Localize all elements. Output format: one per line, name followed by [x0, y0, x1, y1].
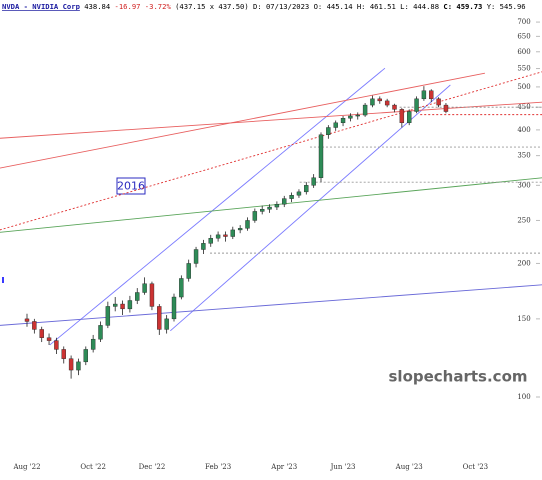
candle-body: [362, 104, 368, 116]
candle-body: [179, 278, 184, 298]
quote: (437.15 x 437.50) D: 07/13/2023 O: 445.1…: [175, 2, 439, 11]
candle-body: [304, 185, 309, 193]
candle-body: [120, 303, 125, 310]
y-tick-label: 200: [517, 259, 530, 267]
y-tick-label: 550: [517, 65, 530, 73]
candle-body: [267, 206, 272, 210]
candle-body: [237, 228, 243, 231]
y-tick-label: 600: [517, 48, 530, 56]
header: NVDA - NVIDIA Corp 438.84 -16.97 -3.72% …: [2, 2, 526, 11]
candle-body: [215, 234, 221, 239]
candle-body: [46, 337, 52, 341]
candle-body: [289, 195, 294, 199]
extra: Y: 545.96: [487, 2, 526, 11]
candle-body: [296, 191, 302, 196]
y-tick-label: 500: [517, 83, 530, 91]
candle-body: [282, 198, 287, 205]
candle-body: [348, 115, 353, 119]
candle-body: [32, 321, 37, 330]
candle-body: [355, 114, 360, 117]
symbol: NVDA - NVIDIA Corp: [2, 2, 81, 11]
trend-line: [0, 101, 542, 139]
x-tick-label: Oct '23: [463, 463, 489, 471]
candle-body: [208, 237, 213, 244]
candle-body: [90, 338, 96, 350]
candle-body: [436, 98, 441, 106]
y-tick-label: 650: [517, 32, 530, 40]
candle-body: [24, 318, 30, 322]
candle-body: [230, 229, 236, 237]
candle-body: [429, 90, 434, 100]
candle-body: [142, 283, 147, 293]
candle-body: [193, 249, 199, 264]
candle-body: [105, 306, 111, 326]
candle-body: [340, 118, 346, 124]
x-tick-label: Aug '22: [12, 463, 40, 471]
trend-line: [0, 284, 542, 326]
trend-line: [49, 67, 386, 346]
candle-body: [252, 211, 258, 221]
candle-body: [384, 100, 390, 106]
candle-body: [186, 263, 191, 279]
x-tick-label: Dec '22: [139, 463, 166, 471]
x-tick-label: Jun '23: [330, 463, 356, 471]
candle-body: [399, 109, 405, 124]
candle-body: [414, 98, 419, 112]
candle-body: [443, 104, 449, 112]
candle-body: [149, 283, 155, 307]
y-tick-label: 250: [517, 216, 530, 224]
candle-body: [54, 340, 59, 350]
watermark: slopecharts.com: [389, 368, 528, 386]
x-tick-label: Oct '22: [80, 463, 106, 471]
candle-body: [245, 220, 250, 229]
candle-body: [370, 98, 375, 106]
y-tick-label: 150: [517, 315, 530, 323]
y-tick-label: 400: [517, 126, 530, 134]
annotation: 2016: [117, 180, 145, 193]
y-tick-label: 300: [517, 181, 530, 189]
candle-body: [392, 104, 397, 110]
marker: [2, 277, 4, 283]
candle-body: [127, 300, 133, 310]
trend-line: [170, 84, 451, 332]
x-tick-label: Aug '23: [395, 463, 423, 471]
candle-body: [135, 292, 140, 301]
y-tick-label: 100: [517, 393, 530, 401]
x-tick-label: Apr '23: [270, 463, 297, 471]
candle-body: [157, 306, 162, 330]
candle-body: [171, 296, 177, 320]
candle-body: [311, 177, 316, 186]
candle-body: [61, 349, 66, 359]
y-tick-label: 350: [517, 152, 530, 160]
candle-body: [112, 303, 118, 307]
candle-body: [407, 111, 412, 124]
label-box: [116, 177, 146, 195]
candle-body: [68, 358, 74, 371]
candle-body: [274, 204, 280, 208]
candle-body: [326, 127, 331, 135]
change: -16.97 -3.72%: [115, 2, 172, 11]
trend-line: [0, 72, 485, 169]
candle-body: [98, 325, 103, 340]
trend-line: [0, 177, 542, 233]
candle-body: [201, 243, 206, 250]
candle-body: [421, 90, 427, 100]
candle-body: [223, 234, 228, 237]
candle-body: [39, 329, 44, 338]
candle-body: [260, 209, 265, 212]
candle-body: [377, 98, 382, 102]
candle-body: [83, 349, 89, 363]
candle-body: [333, 122, 338, 128]
candle-body: [164, 318, 169, 330]
last: 438.84: [84, 2, 110, 11]
candle-body: [76, 361, 81, 371]
close: C: 459.73: [443, 2, 482, 11]
x-tick-label: Feb '23: [205, 463, 231, 471]
y-tick-label: 700: [517, 18, 530, 26]
candle-body: [318, 134, 324, 178]
